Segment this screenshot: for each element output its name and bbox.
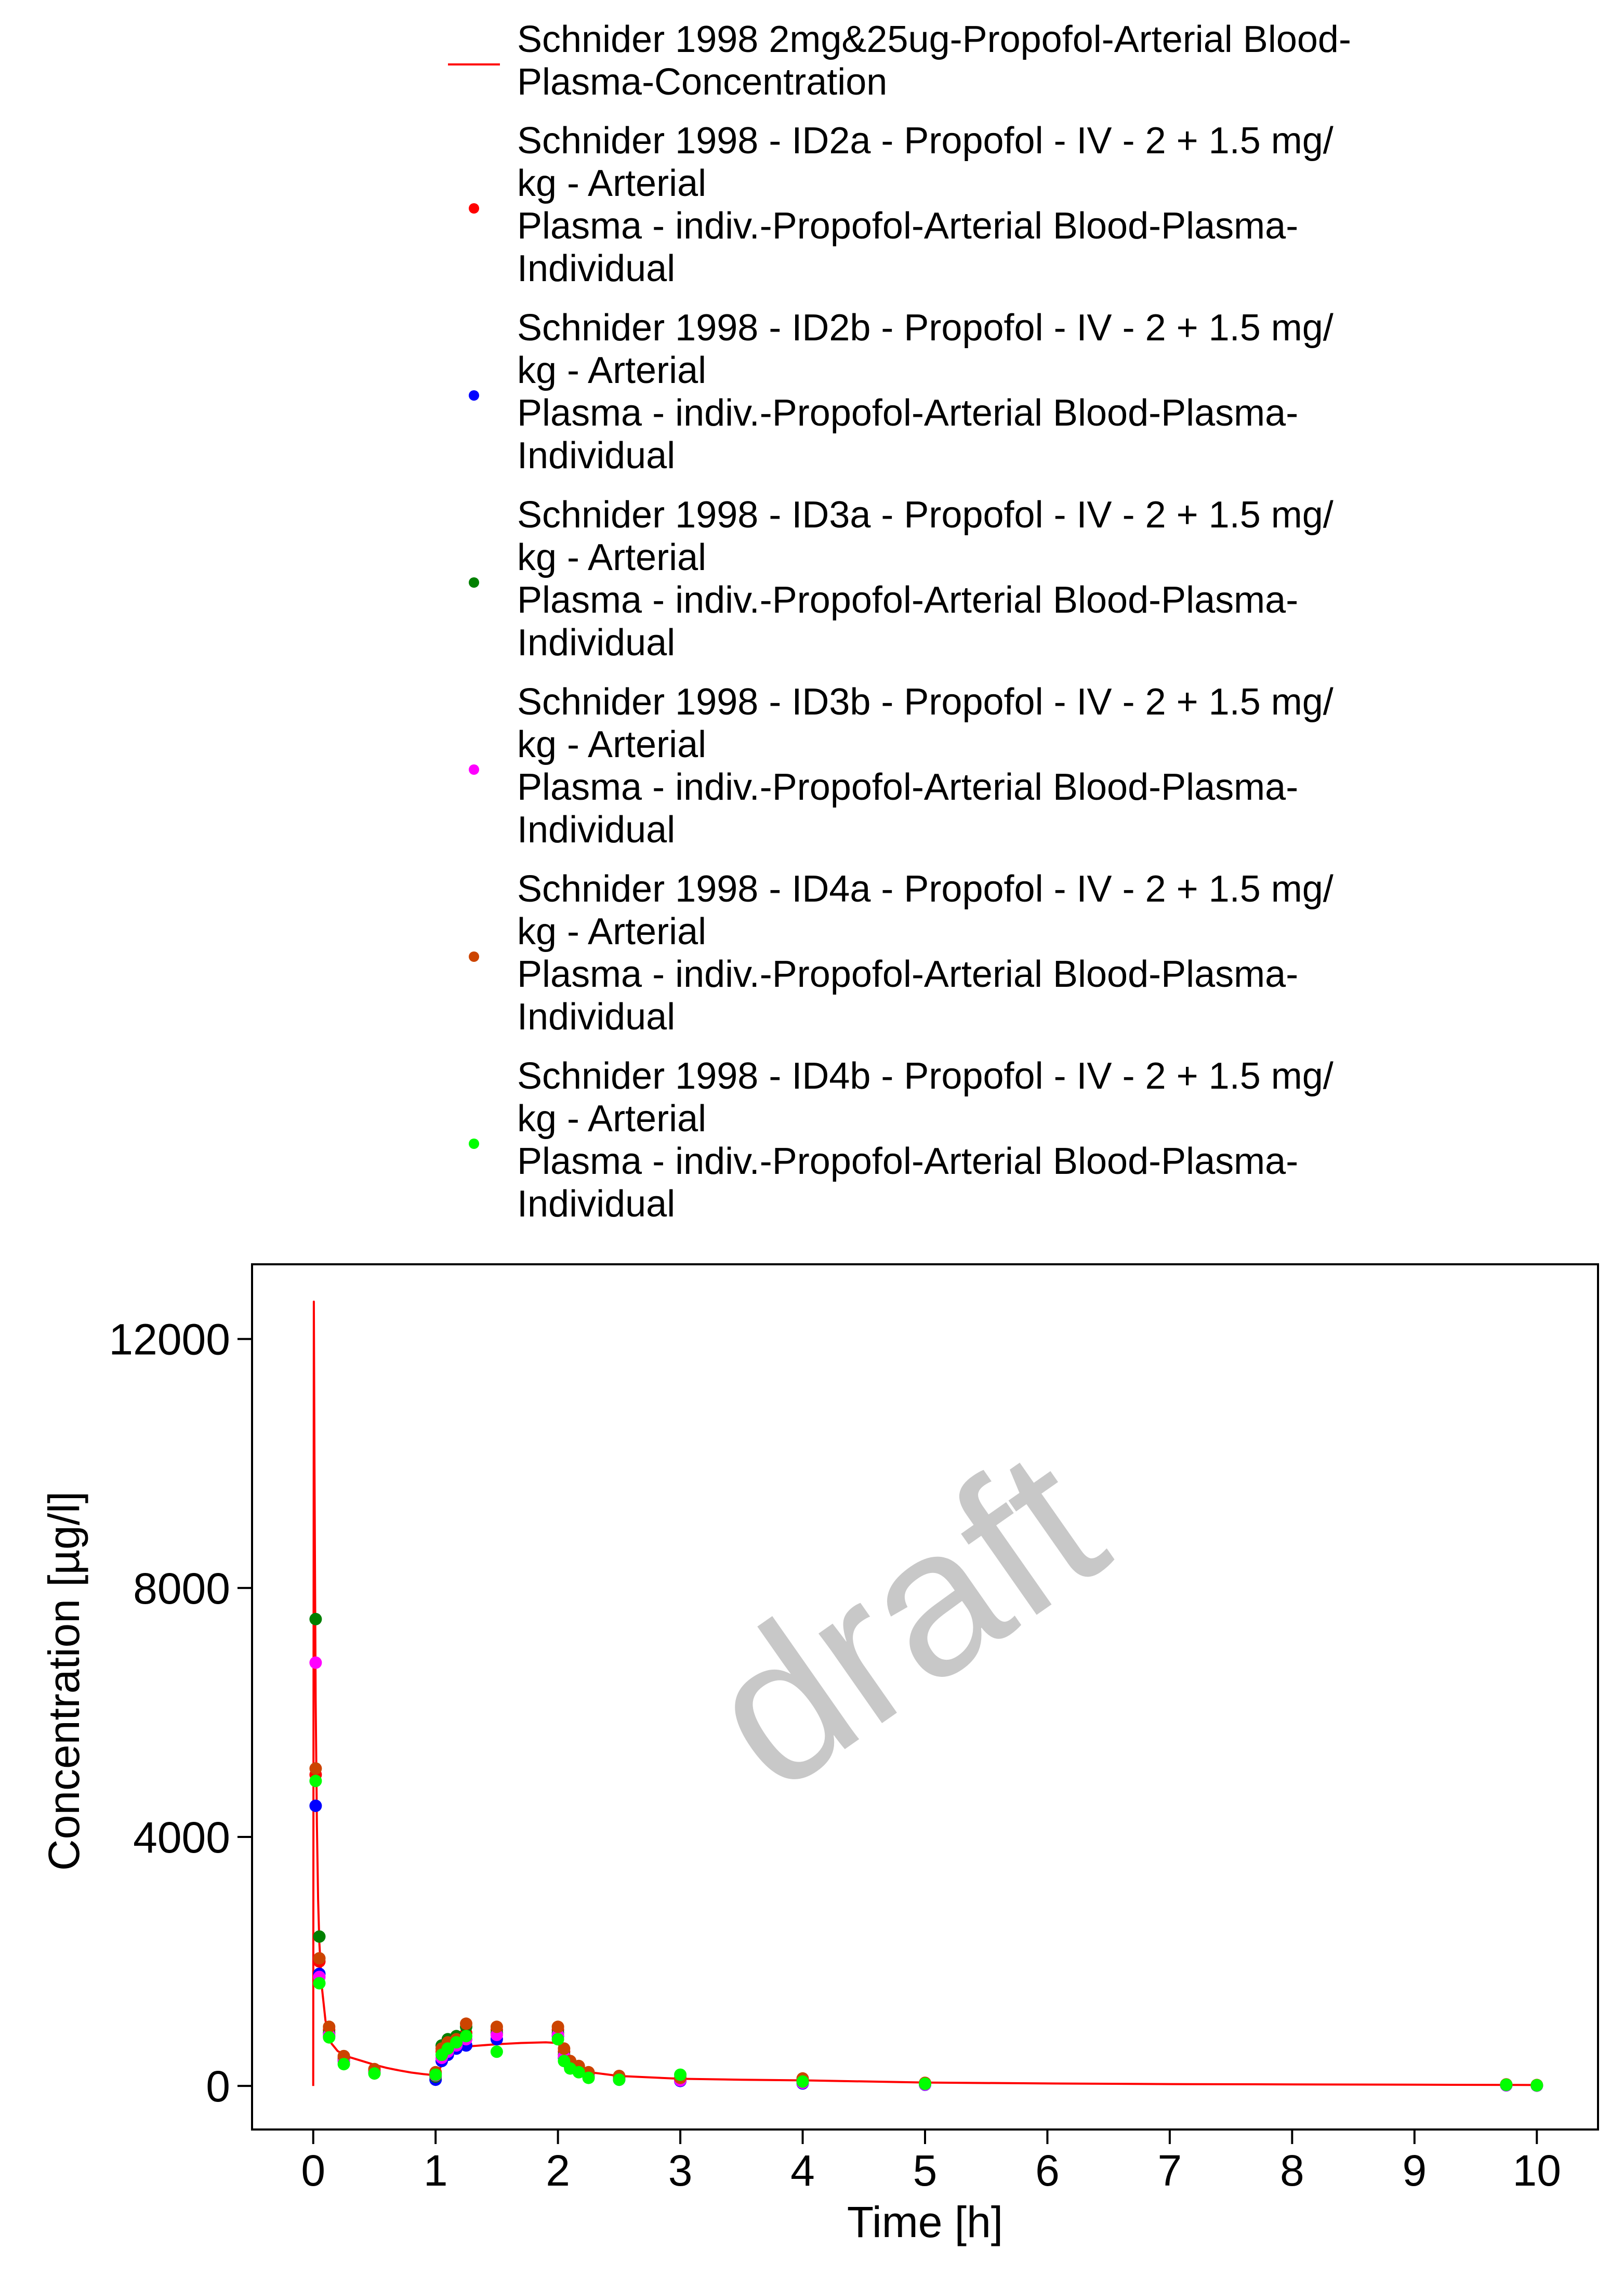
data-point-series-6: [1530, 2079, 1543, 2092]
legend-label: Schnider 1998 2mg&25ug-Propofol-Arterial…: [517, 19, 1351, 60]
legend-label: Schnider 1998 - ID2b - Propofol - IV - 2…: [517, 307, 1333, 349]
x-tick-label: 2: [546, 2146, 570, 2195]
y-tick-label: 8000: [133, 1564, 230, 1613]
legend-key-point: [469, 1139, 479, 1149]
x-tick-label: 8: [1280, 2146, 1304, 2195]
data-point-series-3: [313, 1930, 326, 1943]
legend-label: kg - Arterial: [517, 911, 706, 953]
legend-label: Individual: [517, 248, 675, 289]
data-point-series-6: [572, 2066, 585, 2079]
data-point-series-5: [558, 2042, 571, 2055]
x-tick-label: 4: [790, 2146, 815, 2195]
legend-key-point: [469, 577, 479, 588]
data-point-series-6: [323, 2031, 336, 2044]
data-point-series-6: [582, 2071, 595, 2084]
legend-label: Plasma - indiv.-Propofol-Arterial Blood-…: [517, 1141, 1298, 1182]
legend-label: Individual: [517, 809, 675, 851]
x-tick-label: 1: [424, 2146, 448, 2195]
legend-label: Schnider 1998 - ID2a - Propofol - IV - 2…: [517, 120, 1333, 162]
legend-label: Plasma - indiv.-Propofol-Arterial Blood-…: [517, 392, 1298, 434]
legend-label: Individual: [517, 435, 675, 477]
legend-label: Plasma - indiv.-Propofol-Arterial Blood-…: [517, 205, 1298, 247]
legend-label: kg - Arterial: [517, 350, 706, 391]
legend-label: Individual: [517, 996, 675, 1038]
data-point-series-6: [551, 2033, 564, 2046]
legend-label: Plasma - indiv.-Propofol-Arterial Blood-…: [517, 954, 1298, 995]
plot-area: [309, 1300, 1543, 2092]
legend-label: Plasma - indiv.-Propofol-Arterial Blood-…: [517, 579, 1298, 621]
x-tick-label: 6: [1035, 2146, 1060, 2195]
data-point-series-5: [490, 2020, 503, 2033]
data-point-series-6: [313, 1977, 326, 1990]
y-axis-title: Concentration [µg/l]: [39, 1491, 88, 1871]
legend-label: kg - Arterial: [517, 1098, 706, 1140]
data-point-series-6: [368, 2067, 381, 2080]
data-point-series-5: [460, 2017, 472, 2030]
legend-label: Individual: [517, 1183, 675, 1225]
data-point-series-5: [309, 1762, 322, 1775]
data-point-series-6: [613, 2073, 626, 2086]
data-point-series-6: [337, 2058, 350, 2071]
x-tick-label: 9: [1402, 2146, 1427, 2195]
legend-label: Plasma - indiv.-Propofol-Arterial Blood-…: [517, 766, 1298, 808]
data-point-series-5: [323, 2020, 336, 2033]
legend-key-point: [469, 203, 479, 214]
legend-label: Schnider 1998 - ID3a - Propofol - IV - 2…: [517, 494, 1333, 536]
data-point-series-6: [441, 2042, 454, 2055]
x-tick-label: 5: [913, 2146, 938, 2195]
legend-key-point: [469, 951, 479, 962]
legend-label: kg - Arterial: [517, 163, 706, 204]
watermark-text: draft: [668, 1405, 1142, 1834]
data-point-series-6: [429, 2068, 442, 2081]
data-point-series-4: [309, 1656, 322, 1669]
legend-label: Individual: [517, 622, 675, 664]
legend-label: Schnider 1998 - ID4b - Propofol - IV - 2…: [517, 1055, 1333, 1097]
data-point-series-6: [919, 2078, 931, 2090]
data-point-series-2: [309, 1800, 322, 1813]
x-axis: 0 1 2 3 4 5 6 7 8 9 10: [301, 2129, 1561, 2195]
data-point-series-6: [1500, 2079, 1513, 2091]
legend-label: kg - Arterial: [517, 724, 706, 765]
x-tick-label: 7: [1158, 2146, 1182, 2195]
data-point-series-6: [674, 2068, 687, 2081]
legend-label: Schnider 1998 - ID3b - Propofol - IV - 2…: [517, 681, 1333, 723]
legend-key-point: [469, 764, 479, 775]
data-point-series-6: [450, 2036, 463, 2049]
legend-label: kg - Arterial: [517, 537, 706, 578]
x-tick-label: 0: [301, 2146, 325, 2195]
legend-label: Plasma-Concentration: [517, 61, 887, 103]
legend-label: Schnider 1998 - ID4a - Propofol - IV - 2…: [517, 868, 1333, 910]
data-point-series-3: [309, 1612, 322, 1625]
data-point-series-5: [551, 2020, 564, 2033]
data-point-series-6: [460, 2030, 472, 2043]
y-axis: 0 4000 8000 12000: [109, 1315, 252, 2111]
legend-key-point: [469, 390, 479, 401]
legend: Schnider 1998 2mg&25ug-Propofol-Arterial…: [448, 19, 1351, 1225]
y-tick-label: 12000: [109, 1315, 230, 1364]
data-point-series-5: [313, 1952, 326, 1965]
data-point-series-6: [796, 2075, 809, 2088]
y-tick-label: 4000: [133, 1813, 230, 1862]
x-tick-label: 3: [668, 2146, 693, 2195]
x-tick-label: 10: [1513, 2146, 1561, 2195]
x-axis-title: Time [h]: [847, 2198, 1003, 2246]
data-point-series-6: [309, 1775, 322, 1788]
y-tick-label: 0: [206, 2062, 230, 2111]
data-point-series-6: [490, 2045, 503, 2058]
